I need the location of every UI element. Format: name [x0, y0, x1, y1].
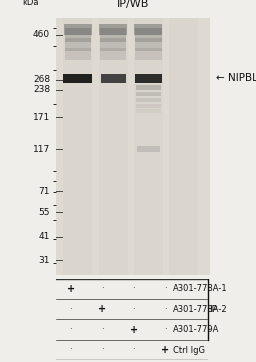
- Bar: [134, 18, 163, 275]
- Bar: [135, 28, 162, 42]
- Bar: [136, 92, 161, 96]
- Bar: [136, 104, 161, 108]
- Bar: [65, 28, 91, 42]
- Text: 31: 31: [39, 256, 50, 265]
- Text: 117: 117: [33, 145, 50, 154]
- Text: 55: 55: [39, 208, 50, 217]
- Bar: [100, 49, 126, 60]
- Bar: [100, 28, 126, 42]
- Text: ·: ·: [164, 285, 167, 294]
- Bar: [136, 98, 161, 102]
- Text: A301-778A-1: A301-778A-1: [173, 285, 228, 294]
- Bar: [99, 18, 128, 275]
- Bar: [135, 49, 162, 60]
- Text: ·: ·: [101, 345, 104, 354]
- Text: 41: 41: [39, 232, 50, 241]
- Bar: [137, 146, 159, 152]
- Text: Ctrl IgG: Ctrl IgG: [173, 345, 205, 354]
- Text: 268: 268: [33, 75, 50, 84]
- Bar: [136, 109, 161, 113]
- Text: 238: 238: [33, 85, 50, 94]
- Bar: [99, 24, 127, 34]
- Text: ·: ·: [101, 285, 104, 294]
- Text: ·: ·: [70, 345, 72, 354]
- Bar: [64, 24, 92, 34]
- Text: ·: ·: [164, 325, 167, 334]
- Text: ·: ·: [70, 305, 72, 314]
- Text: +: +: [67, 284, 75, 294]
- Bar: [63, 18, 92, 275]
- Text: +: +: [130, 325, 138, 334]
- Bar: [169, 18, 198, 275]
- Bar: [101, 74, 125, 83]
- Text: 71: 71: [39, 186, 50, 195]
- Bar: [134, 24, 163, 34]
- Text: ·: ·: [101, 325, 104, 334]
- Bar: [135, 38, 162, 51]
- Text: IP: IP: [209, 305, 217, 314]
- Text: +: +: [161, 345, 169, 355]
- Bar: [63, 74, 92, 83]
- Bar: [136, 85, 161, 90]
- Text: ·: ·: [133, 345, 135, 354]
- Bar: [65, 49, 91, 60]
- Text: 171: 171: [33, 113, 50, 122]
- Text: ·: ·: [133, 285, 135, 294]
- Bar: [65, 38, 91, 51]
- Bar: [100, 38, 126, 51]
- Text: A301-778A-2: A301-778A-2: [173, 305, 228, 314]
- Bar: [135, 74, 162, 83]
- Text: ← NIPBL: ← NIPBL: [216, 73, 256, 83]
- Text: kDa: kDa: [23, 0, 39, 7]
- Text: A301-779A: A301-779A: [173, 325, 219, 334]
- Text: IP/WB: IP/WB: [117, 0, 149, 9]
- Text: +: +: [98, 304, 106, 314]
- Text: 460: 460: [33, 30, 50, 39]
- Text: ·: ·: [70, 325, 72, 334]
- Text: ·: ·: [133, 305, 135, 314]
- Text: ·: ·: [164, 305, 167, 314]
